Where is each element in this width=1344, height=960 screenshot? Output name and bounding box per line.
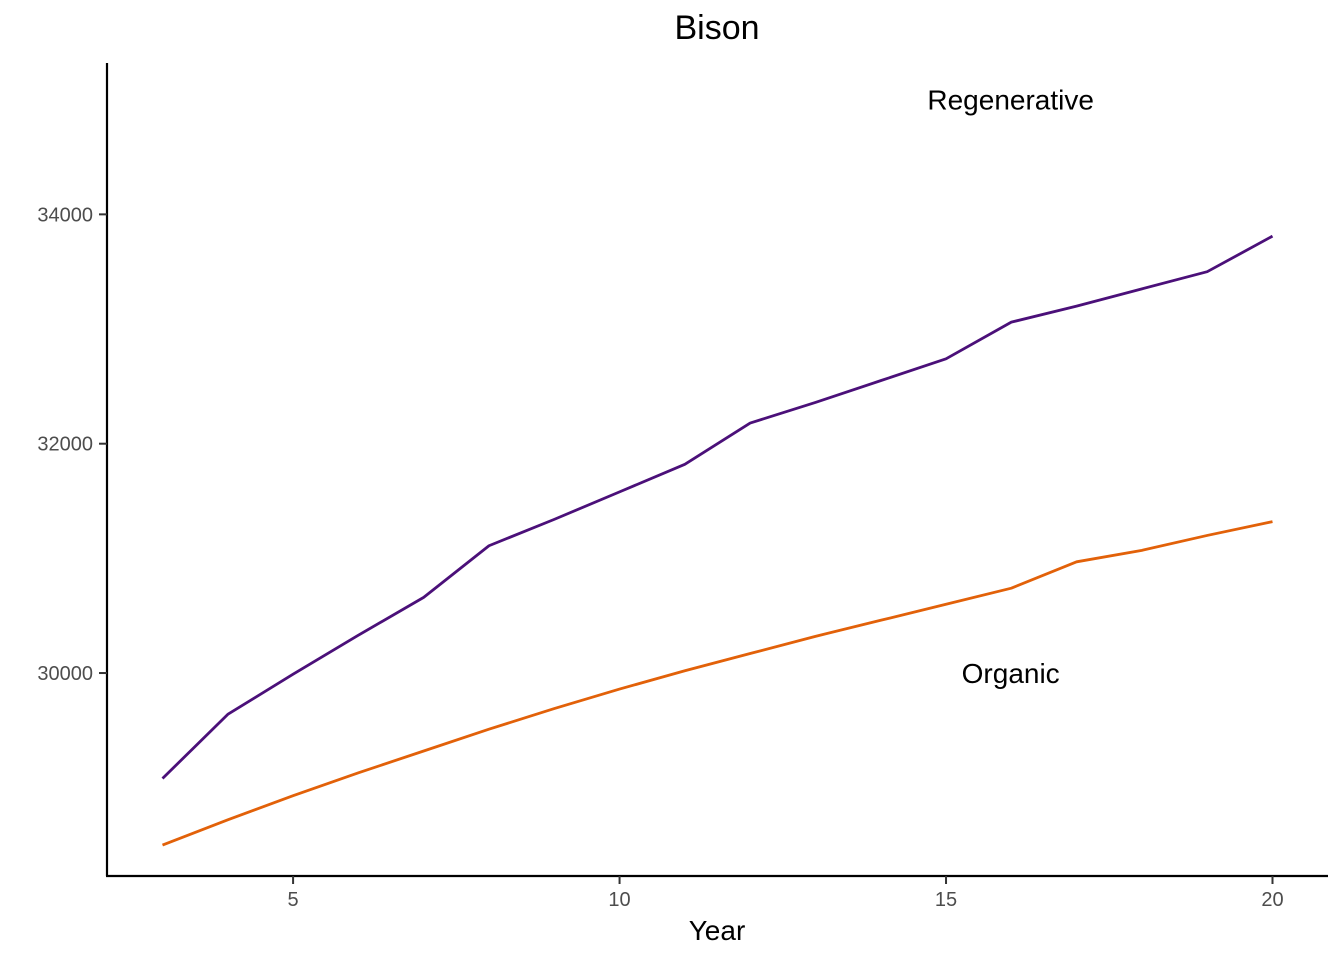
x-axis-title: Year: [689, 915, 746, 946]
x-axis-ticks: 5 10 15 20: [288, 876, 1284, 911]
annotation-layer: Regenerative Organic: [927, 85, 1094, 689]
x-tick-label: 20: [1261, 889, 1283, 911]
series-layer: [161, 234, 1274, 847]
y-tick-label: 34000: [37, 204, 93, 226]
y-tick-label: 30000: [37, 663, 93, 685]
chart-title: Bison: [674, 9, 759, 47]
series-line-regenerative: [161, 234, 1274, 780]
y-tick-label: 32000: [37, 434, 93, 456]
x-tick-label: 15: [935, 889, 957, 911]
y-axis-ticks: 30000 32000 34000: [37, 204, 107, 685]
series-line-organic: [161, 520, 1273, 847]
x-tick-label: 10: [608, 889, 630, 911]
x-tick-label: 5: [288, 889, 299, 911]
annotation-organic: Organic: [962, 658, 1060, 689]
annotation-regenerative: Regenerative: [927, 85, 1094, 116]
